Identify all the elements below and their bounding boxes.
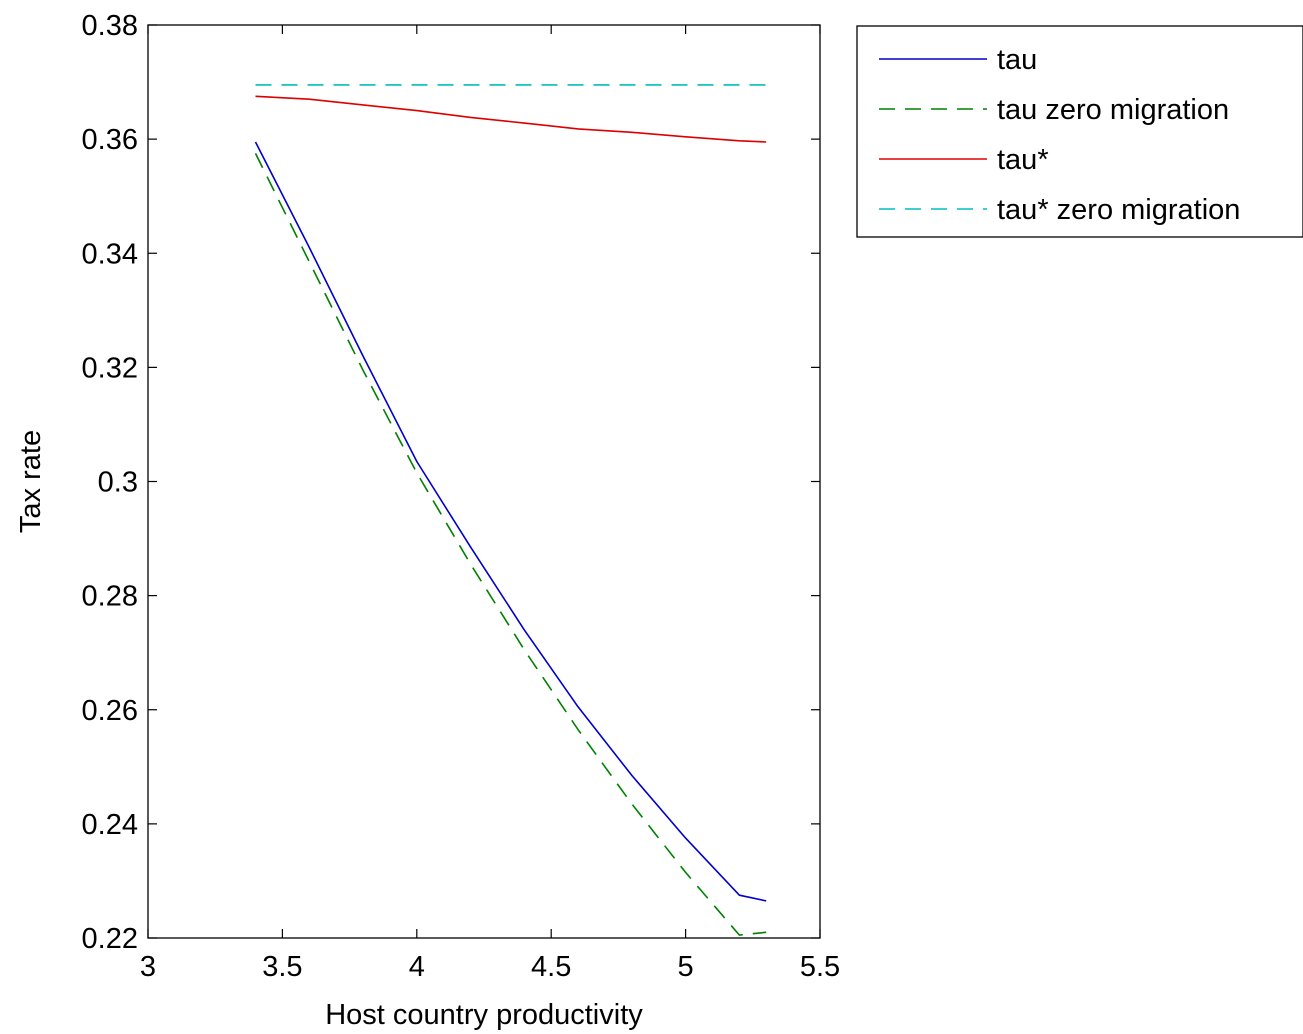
x-tick-label: 5.5: [800, 951, 840, 983]
legend-label: tau: [997, 44, 1037, 76]
x-axis-title: Host country productivity: [325, 999, 643, 1031]
x-tick-label: 5: [678, 951, 694, 983]
x-tick-label: 4: [409, 951, 425, 983]
y-tick-label: 0.24: [82, 809, 138, 841]
legend: tau tau zero migration tau* tau* zero migra…: [856, 25, 1303, 238]
legend-label: tau zero migration: [997, 94, 1229, 126]
legend-box: [856, 25, 1303, 238]
y-tick-label: 0.22: [82, 923, 138, 955]
series-line-tau-star: [255, 95, 767, 143]
y-tick-label: 0.3: [98, 467, 138, 499]
plot-frame: [147, 24, 821, 939]
legend-label: tau*: [997, 144, 1049, 176]
y-tick-label: 0.28: [82, 581, 138, 613]
y-tick-label: 0.34: [82, 238, 138, 270]
y-tick-label: 0.26: [82, 695, 138, 727]
y-tick-label: 0.38: [82, 10, 138, 42]
plot-series: [254, 84, 767, 936]
plot-axes: 3 3.5 4 4.5 5 5.5 0.22 0.24 0.26 0.28 0.3 0.32 0.34 0…: [82, 10, 841, 983]
x-tick-label: 4.5: [531, 951, 571, 983]
y-tick-label: 0.32: [82, 352, 138, 384]
y-tick-label: 0.36: [82, 124, 138, 156]
x-tick-label: 3: [140, 951, 156, 983]
series-line-tau-zero-migration: [254, 153, 767, 936]
x-tick-label: 3.5: [262, 951, 302, 983]
y-axis-title: Tax rate: [15, 430, 47, 533]
series-line-tau: [254, 141, 767, 902]
legend-label: tau* zero migration: [997, 194, 1240, 226]
